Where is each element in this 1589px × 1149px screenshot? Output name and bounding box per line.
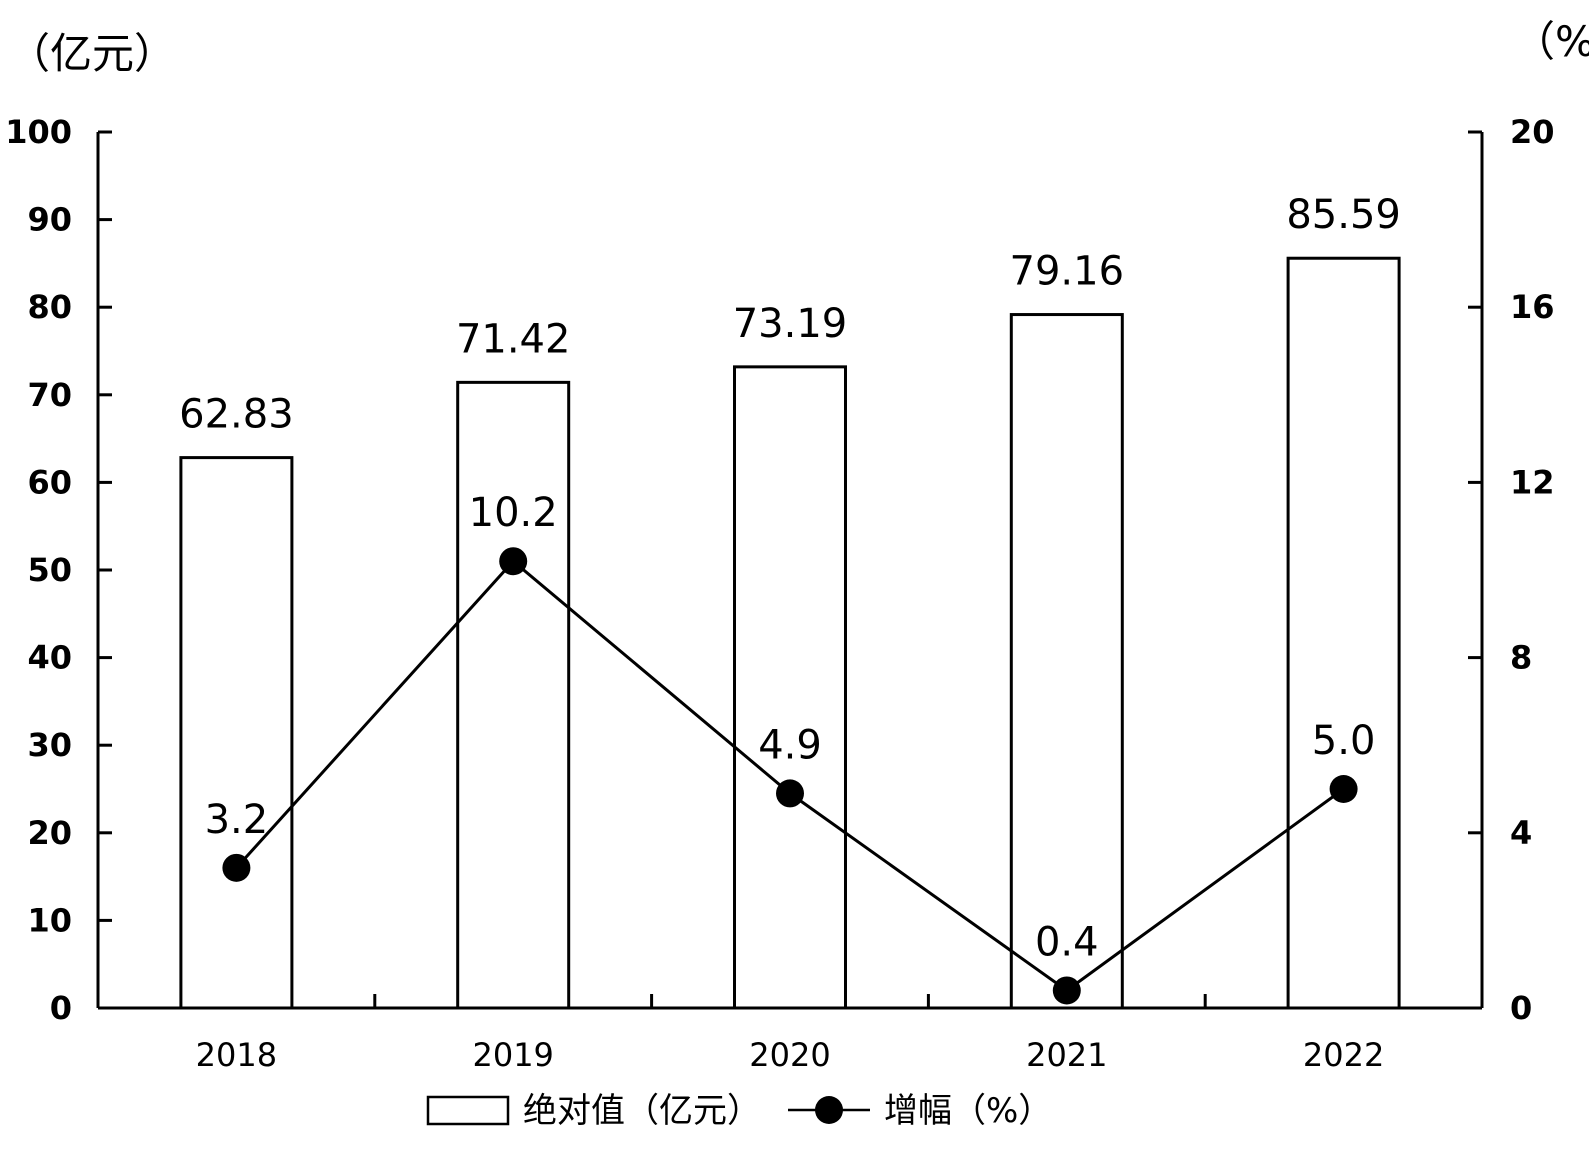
- bar-labels: 62.83 71.42 73.19 79.16 85.59: [179, 192, 1401, 437]
- bar: [456, 380, 571, 1010]
- line-labels: 3.2 10.2 4.9 0.4 5.0: [205, 490, 1376, 965]
- bar-data-label: 85.59: [1286, 192, 1401, 238]
- category-label: 2021: [1026, 1036, 1107, 1074]
- bar: [733, 365, 847, 1010]
- bar: [1009, 313, 1124, 1010]
- growth-data-label: 0.4: [1035, 919, 1099, 965]
- growth-point: [499, 547, 528, 576]
- right-tick-label: 20: [1510, 113, 1555, 151]
- left-tick-label: 30: [27, 726, 72, 764]
- growth-data-label: 3.2: [205, 797, 269, 843]
- bar: [179, 456, 294, 1010]
- left-tick-label: 10: [27, 901, 72, 939]
- legend-line-marker: [815, 1096, 843, 1124]
- category-label: 2018: [196, 1036, 277, 1074]
- legend-bar-label: 绝对值（亿元）: [523, 1091, 761, 1131]
- right-tick-label: 12: [1510, 463, 1555, 501]
- axes: 0 10 20 30 40 50 60 70 80 90 100 0 4 8 12 16 20: [5, 113, 1554, 1027]
- bar-data-label: 79.16: [1010, 249, 1125, 295]
- left-tick-label: 60: [27, 463, 72, 501]
- right-tick-label: 4: [1510, 814, 1532, 852]
- left-tick-label: 0: [50, 989, 72, 1027]
- bars: [179, 256, 1401, 1010]
- growth-data-label: 10.2: [469, 490, 558, 536]
- left-tick-label: 70: [27, 376, 72, 414]
- growth-point: [1329, 775, 1358, 803]
- category-label: 2022: [1303, 1036, 1384, 1074]
- growth-point: [222, 853, 251, 882]
- right-axis-unit: （%: [1513, 17, 1589, 66]
- left-axis-unit: （亿元）: [8, 29, 176, 78]
- left-tick-label: 50: [27, 551, 72, 589]
- bar-data-label: 73.19: [733, 301, 848, 347]
- right-tick-label: 16: [1510, 288, 1555, 326]
- growth-point: [776, 779, 804, 808]
- category-labels: 2018 2019 2020 2021 2022: [196, 1036, 1385, 1074]
- right-tick-label: 8: [1510, 639, 1532, 677]
- left-tick-label: 40: [27, 639, 72, 677]
- right-tick-label: 0: [1510, 989, 1532, 1027]
- line-series: [222, 547, 1358, 1005]
- category-label: 2019: [472, 1036, 553, 1074]
- growth-data-label: 4.9: [758, 722, 822, 768]
- category-label: 2020: [749, 1036, 830, 1074]
- left-tick-label: 20: [27, 814, 72, 852]
- bar-data-label: 71.42: [456, 316, 571, 362]
- left-tick-label: 80: [27, 288, 72, 326]
- legend-bar-swatch: [426, 1095, 510, 1126]
- bar-data-label: 62.83: [179, 392, 294, 438]
- legend: 绝对值（亿元） 增幅（%）: [426, 1091, 1052, 1131]
- growth-point: [1052, 976, 1081, 1005]
- left-tick-label: 90: [27, 201, 72, 239]
- growth-data-label: 5.0: [1312, 718, 1376, 764]
- left-tick-label: 100: [5, 113, 72, 151]
- legend-line-label: 增幅（%）: [884, 1091, 1052, 1131]
- bar: [1286, 256, 1401, 1010]
